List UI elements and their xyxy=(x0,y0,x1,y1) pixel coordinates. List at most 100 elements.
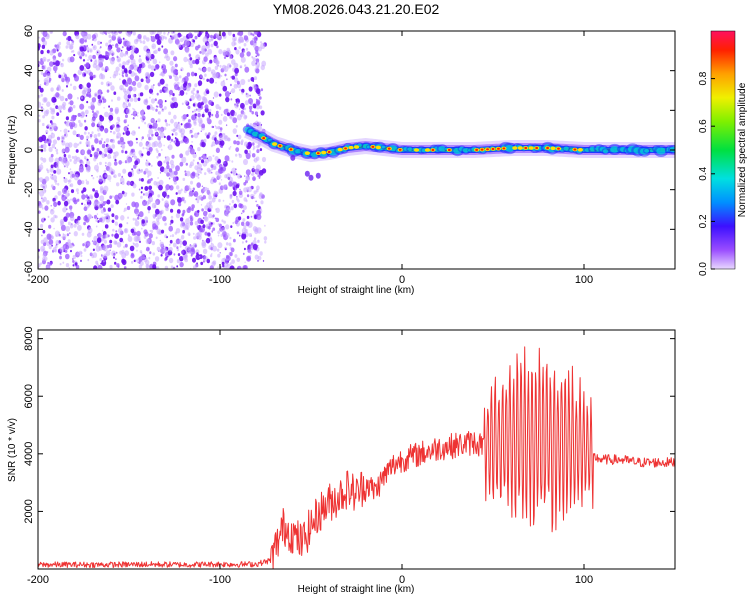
noise-speckle xyxy=(170,208,174,213)
noise-speckle xyxy=(47,134,53,141)
noise-speckle xyxy=(55,243,58,246)
noise-speckle xyxy=(57,52,62,58)
noise-speckle xyxy=(163,48,169,55)
noise-speckle xyxy=(72,130,77,136)
noise-speckle xyxy=(139,250,143,254)
noise-speckle xyxy=(105,51,110,58)
noise-speckle xyxy=(67,130,70,133)
noise-speckle xyxy=(182,229,186,234)
noise-speckle xyxy=(210,164,214,169)
noise-speckle xyxy=(97,127,100,132)
noise-speckle xyxy=(116,132,122,139)
noise-speckle xyxy=(38,145,42,149)
noise-speckle xyxy=(187,185,191,189)
noise-speckle xyxy=(79,217,82,220)
noise-speckle xyxy=(238,153,241,156)
noise-speckle xyxy=(158,140,162,144)
noise-speckle xyxy=(176,246,179,250)
noise-speckle xyxy=(235,173,238,176)
noise-speckle xyxy=(113,161,118,166)
noise-speckle xyxy=(56,168,62,175)
noise-speckle xyxy=(170,50,175,56)
noise-speckle xyxy=(88,105,91,109)
noise-speckle xyxy=(195,172,200,178)
noise-speckle xyxy=(164,200,169,206)
noise-speckle xyxy=(209,59,213,64)
noise-speckle xyxy=(168,31,170,34)
noise-speckle xyxy=(233,203,238,209)
noise-speckle xyxy=(184,137,190,144)
noise-speckle xyxy=(168,168,173,173)
noise-speckle xyxy=(257,121,262,127)
noise-speckle xyxy=(108,39,112,44)
noise-speckle xyxy=(78,166,84,173)
noise-speckle xyxy=(50,87,54,92)
noise-speckle xyxy=(155,208,160,215)
noise-speckle xyxy=(158,128,164,134)
noise-speckle xyxy=(184,40,190,47)
noise-speckle xyxy=(89,133,93,138)
noise-speckle xyxy=(195,198,198,201)
noise-speckle xyxy=(252,148,255,151)
noise-speckle xyxy=(42,97,47,103)
noise-speckle xyxy=(239,52,245,58)
noise-speckle xyxy=(83,87,88,93)
noise-speckle xyxy=(94,138,99,144)
noise-speckle xyxy=(200,219,204,224)
noise-speckle xyxy=(235,147,240,153)
noise-speckle xyxy=(183,76,189,82)
noise-speckle xyxy=(212,126,214,128)
noise-speckle xyxy=(105,138,110,143)
noise-speckle xyxy=(161,198,164,201)
noise-speckle xyxy=(211,141,216,147)
noise-speckle xyxy=(83,248,87,252)
noise-speckle xyxy=(146,103,148,106)
noise-speckle xyxy=(144,84,149,91)
noise-speckle xyxy=(106,144,112,151)
band-blob-core xyxy=(505,144,515,152)
noise-speckle xyxy=(39,60,44,66)
noise-speckle xyxy=(103,106,105,109)
noise-speckle xyxy=(212,260,217,265)
noise-speckle xyxy=(69,223,74,229)
noise-speckle xyxy=(171,154,175,159)
noise-speckle xyxy=(61,140,64,143)
noise-speckle xyxy=(94,59,97,62)
y-tick-label: 60 xyxy=(23,25,35,37)
noise-speckle xyxy=(109,76,112,79)
noise-speckle xyxy=(228,147,231,150)
noise-speckle xyxy=(264,240,267,244)
noise-speckle xyxy=(49,167,54,173)
noise-speckle xyxy=(121,249,125,254)
noise-speckle xyxy=(92,54,96,60)
band-hotspot xyxy=(337,147,343,152)
noise-speckle xyxy=(193,31,198,34)
noise-speckle xyxy=(38,210,41,214)
noise-speckle xyxy=(86,33,92,40)
noise-speckle xyxy=(179,89,185,96)
noise-speckle xyxy=(128,66,132,71)
noise-speckle xyxy=(84,54,88,57)
noise-speckle xyxy=(86,82,91,88)
noise-speckle xyxy=(117,172,121,177)
noise-speckle xyxy=(258,169,264,176)
noise-speckle xyxy=(210,34,213,39)
noise-speckle xyxy=(239,65,243,69)
band-peak xyxy=(491,147,495,151)
noise-speckle xyxy=(66,37,69,41)
noise-speckle xyxy=(193,132,199,139)
noise-speckle xyxy=(187,58,190,62)
noise-speckle xyxy=(189,64,193,69)
y-tick-label: 0 xyxy=(23,147,35,153)
y-tick-label: 6000 xyxy=(23,384,35,408)
noise-speckle xyxy=(163,144,165,147)
noise-speckle xyxy=(75,34,80,40)
noise-speckle xyxy=(214,156,219,162)
noise-speckle xyxy=(168,89,174,96)
noise-speckle xyxy=(175,192,178,195)
noise-speckle xyxy=(65,225,71,232)
noise-speckle xyxy=(125,114,128,118)
noise-speckle xyxy=(132,94,136,98)
noise-speckle xyxy=(182,209,186,214)
noise-speckle xyxy=(194,213,197,216)
